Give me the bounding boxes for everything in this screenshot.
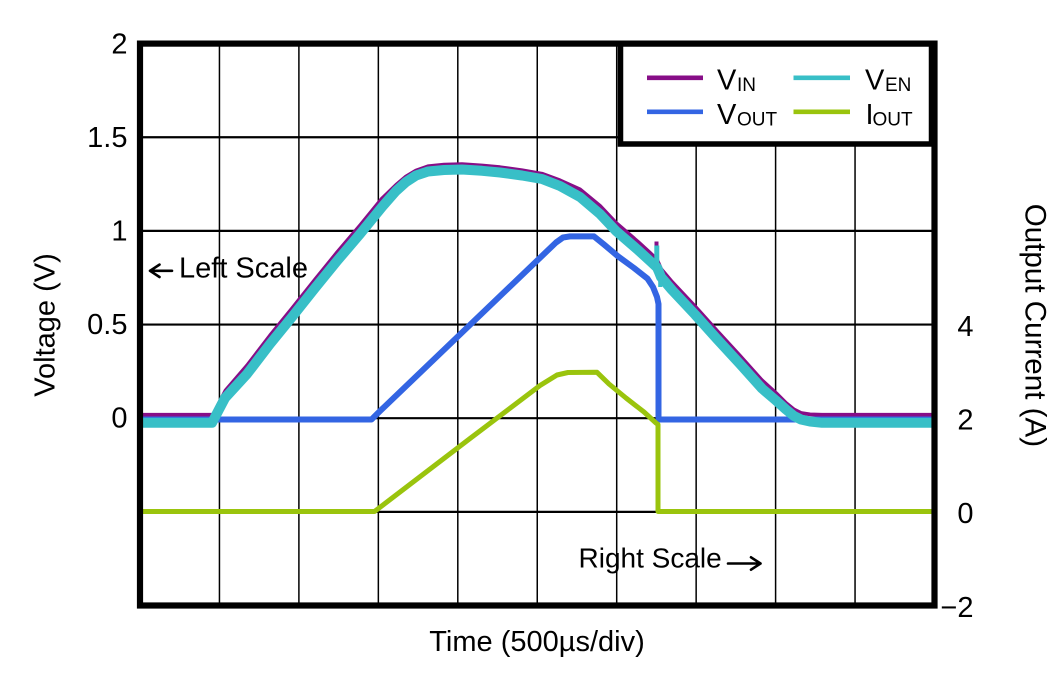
svg-text:2: 2 — [957, 405, 973, 437]
svg-text:0.5: 0.5 — [87, 309, 127, 341]
svg-text:V: V — [717, 99, 737, 131]
svg-text:IN: IN — [737, 75, 756, 96]
svg-text:EN: EN — [885, 75, 911, 96]
svg-text:Left Scale: Left Scale — [179, 253, 308, 285]
svg-text:V: V — [717, 65, 737, 97]
svg-text:0: 0 — [957, 498, 973, 530]
svg-text:OUT: OUT — [737, 110, 778, 131]
svg-text:1: 1 — [111, 216, 127, 248]
svg-text:I: I — [866, 99, 874, 131]
svg-text:Output Current (A): Output Current (A) — [1019, 204, 1052, 447]
svg-text:1.5: 1.5 — [87, 122, 127, 154]
svg-text:0: 0 — [111, 403, 127, 435]
svg-text:Right Scale: Right Scale — [579, 543, 722, 574]
svg-text:Time (500µs/div): Time (500µs/div) — [429, 626, 644, 658]
svg-text:−2: −2 — [940, 592, 973, 624]
svg-text:Voltage (V): Voltage (V) — [29, 253, 61, 396]
svg-text:4: 4 — [957, 311, 973, 343]
svg-text:V: V — [865, 65, 885, 97]
svg-text:OUT: OUT — [873, 110, 914, 131]
svg-text:2: 2 — [111, 29, 127, 61]
